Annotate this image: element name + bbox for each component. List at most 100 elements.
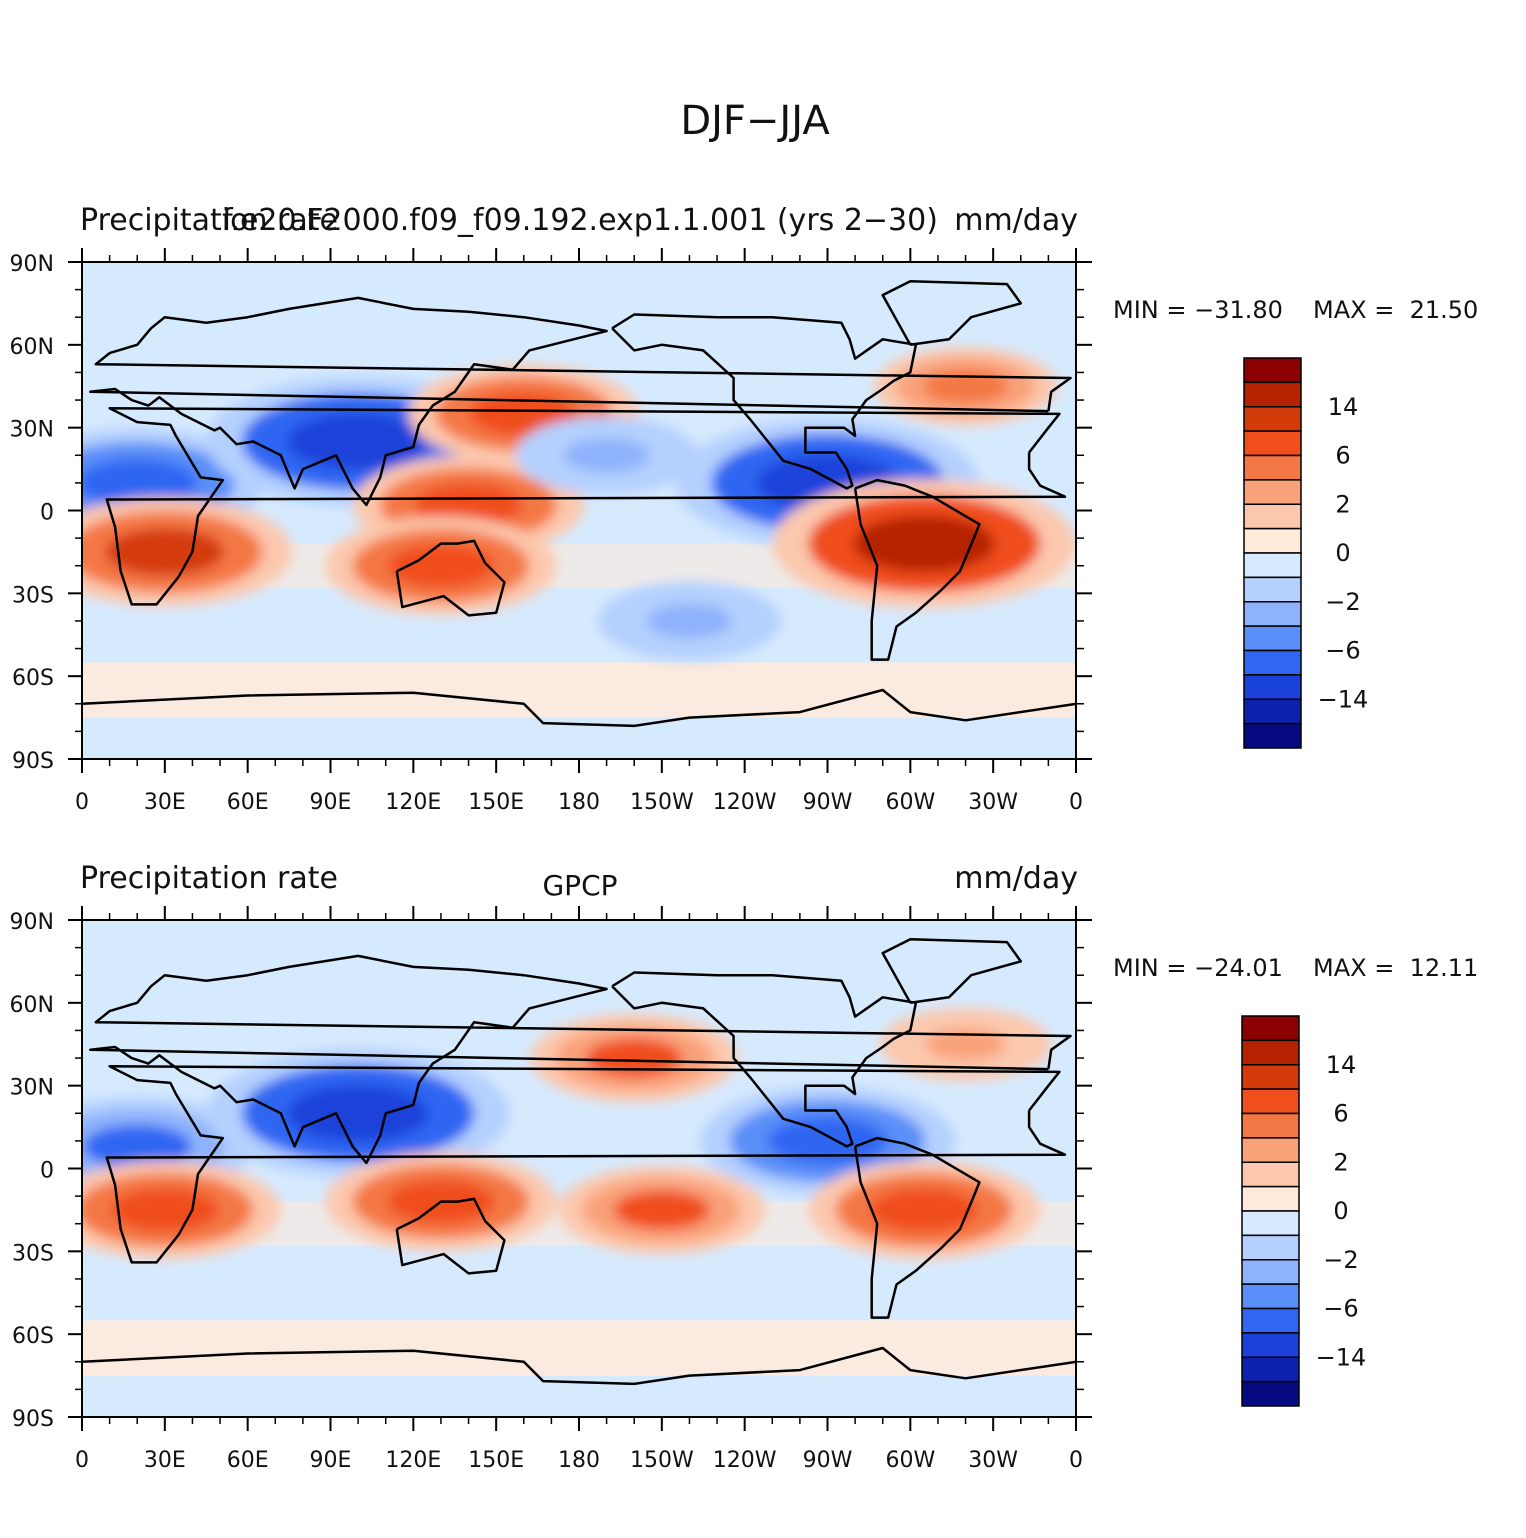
- lat-tick-label: 0: [40, 501, 54, 526]
- contour-regions: [82, 1007, 1052, 1260]
- coastline: [853, 478, 981, 661]
- panel-gpcp: Precipitation rate GPCP mm/day MIN = −24…: [10, 861, 1479, 1473]
- coastlines: [82, 938, 1076, 1386]
- lon-tick-label: 180: [558, 790, 600, 815]
- colorbar-swatch: [1241, 1039, 1300, 1066]
- colorbar-label: −14: [1318, 685, 1369, 713]
- contour-region-core: [613, 1190, 711, 1230]
- lat-tick-label: 60S: [12, 666, 54, 691]
- max-label: MAX = 12.11: [1313, 954, 1478, 982]
- lon-tick-label: 0: [1069, 1448, 1083, 1473]
- coastline: [881, 280, 1023, 347]
- lon-tick-label: 90W: [803, 790, 853, 815]
- colorbar-swatch: [1241, 1088, 1300, 1115]
- contour-region-core: [646, 603, 733, 639]
- lon-tick-label: 180: [558, 1448, 600, 1473]
- colorbar-swatch: [1241, 1112, 1300, 1139]
- max-label: MAX = 21.50: [1313, 296, 1478, 324]
- lon-tick-label: 0: [75, 1448, 89, 1473]
- colorbar-swatch: [1243, 552, 1302, 579]
- contour-region-core: [585, 1038, 683, 1078]
- colorbar-label: 6: [1335, 442, 1350, 470]
- colorbar-swatch: [1241, 1259, 1300, 1285]
- colorbar-label: −14: [1316, 1343, 1367, 1371]
- panel-model: Precipitation rate f.e20.F2000.f09_f09.1…: [10, 203, 1479, 815]
- colorbar-label: −2: [1325, 588, 1360, 616]
- lat-tick-label: 90N: [10, 910, 54, 935]
- lon-tick-label: 150W: [630, 1448, 694, 1473]
- map-area: 90N 60N 30N 0 30S 60S 90S 0 30E 60E 90E 120E 150E 180…: [10, 248, 1092, 815]
- lon-tick-label: 150W: [630, 790, 694, 815]
- colorbar-label: 14: [1328, 393, 1359, 421]
- lon-tick-label: 30W: [968, 790, 1018, 815]
- panel-left-title: Precipitation rate: [80, 861, 338, 896]
- lon-tick-label: 90W: [803, 1448, 853, 1473]
- coastline: [395, 539, 506, 617]
- colorbar-swatch: [1243, 649, 1302, 676]
- contour-field: [82, 262, 1076, 759]
- colorbar-swatch: [1241, 1210, 1300, 1237]
- colorbar-swatch: [1243, 406, 1302, 432]
- panel-right-title: mm/day: [954, 203, 1078, 238]
- lat-tick-label: 30S: [12, 583, 54, 608]
- coastline: [89, 296, 1072, 507]
- colorbar-swatch: [1243, 357, 1302, 384]
- lon-tick-label: 120W: [713, 790, 777, 815]
- panel-left-title: Precipitation rate: [80, 203, 338, 238]
- lon-tick-label: 60E: [227, 1448, 269, 1473]
- lon-tick-label: 90E: [310, 1448, 352, 1473]
- map-area: 90N 60N 30N 0 30S 60S 90S 0 30E 60E 90E 120E 150E 180…: [10, 906, 1092, 1473]
- colorbar-swatch: [1241, 1234, 1300, 1261]
- colorbar-label: 0: [1335, 539, 1350, 567]
- coastline: [853, 1136, 981, 1319]
- figure-title: DJF−JJA: [680, 98, 830, 144]
- band-southern-ocean: [82, 662, 1076, 718]
- colorbar-label: 6: [1333, 1100, 1348, 1128]
- colorbar-swatch: [1243, 674, 1302, 700]
- colorbar-swatch: [1241, 1356, 1300, 1383]
- min-label: MIN = −31.80: [1113, 296, 1283, 324]
- contour-region-core: [925, 1028, 1006, 1061]
- colorbar-swatch: [1243, 454, 1302, 481]
- panel-center-title: GPCP: [542, 869, 617, 902]
- colorbar-swatch: [1241, 1307, 1300, 1334]
- lon-tick-label: 0: [1069, 790, 1083, 815]
- contour-regions: [82, 347, 1076, 660]
- lat-tick-label: 30N: [10, 418, 54, 443]
- lat-tick-label: 30N: [10, 1076, 54, 1101]
- colorbar-swatch: [1241, 1015, 1300, 1042]
- contour-region-core: [110, 1188, 219, 1232]
- contour-region-core: [287, 413, 429, 470]
- coastline: [105, 407, 1067, 606]
- colorbar-swatch: [1243, 576, 1302, 603]
- lon-tick-label: 60W: [885, 790, 935, 815]
- lon-tick-label: 120E: [385, 790, 441, 815]
- coastline: [82, 688, 1076, 728]
- colorbar-label: −6: [1325, 637, 1360, 665]
- colorbar-swatch: [1243, 479, 1302, 505]
- coastline: [881, 938, 1023, 1005]
- lat-tick-label: 60N: [10, 335, 54, 360]
- colorbar-swatch: [1243, 430, 1302, 457]
- contour-region-core: [853, 515, 995, 572]
- lat-tick-label: 90S: [12, 1407, 54, 1432]
- contour-region-core: [870, 1188, 979, 1232]
- colorbar-swatch: [1241, 1332, 1300, 1358]
- lon-tick-label: 30W: [968, 1448, 1018, 1473]
- colorbar-swatch: [1241, 1137, 1300, 1163]
- colorbar: 14 6 2 0 −2 −6 −14: [1243, 357, 1369, 749]
- colorbar-swatch: [1243, 698, 1302, 725]
- coastline: [105, 1065, 1067, 1264]
- colorbar-swatch: [1241, 1185, 1300, 1212]
- lon-tick-label: 60W: [885, 1448, 935, 1473]
- colorbar-swatch: [1241, 1283, 1300, 1310]
- lon-tick-label: 90E: [310, 790, 352, 815]
- colorbar-label: 0: [1333, 1197, 1348, 1225]
- colorbar-label: −2: [1323, 1246, 1358, 1274]
- band-southern-ocean: [82, 1320, 1076, 1376]
- lat-tick-label: 30S: [12, 1241, 54, 1266]
- contour-region-core: [922, 369, 1009, 404]
- colorbar-label: −6: [1323, 1295, 1358, 1323]
- colorbar-label: 2: [1335, 490, 1350, 518]
